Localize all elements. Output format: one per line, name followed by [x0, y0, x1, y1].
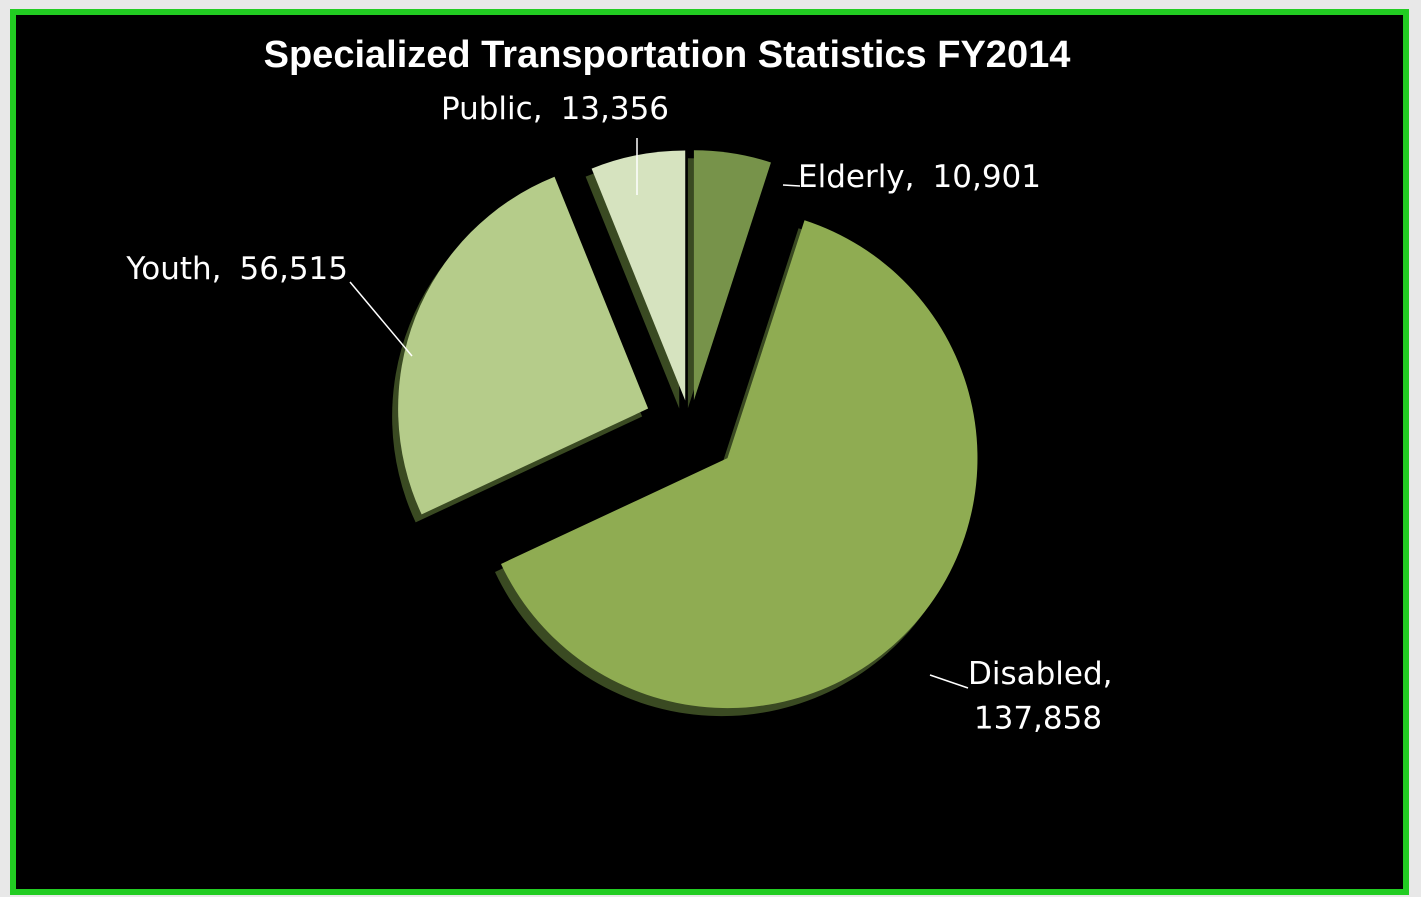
slice — [591, 150, 686, 401]
data-label: Public, 13,356 — [441, 91, 669, 127]
label-separator: , — [212, 251, 222, 287]
label-separator: , — [1103, 656, 1113, 692]
label-category: Youth — [125, 251, 211, 287]
leader-line — [782, 184, 801, 187]
data-label: Youth, 56,515 — [125, 251, 348, 287]
slice — [398, 176, 649, 515]
label-separator: , — [533, 91, 543, 127]
slices — [392, 150, 978, 717]
label-category: Public — [441, 91, 533, 127]
data-label-value: 137,858 — [974, 701, 1102, 737]
label-category: Elderly — [798, 159, 905, 195]
data-label: Disabled, — [968, 656, 1113, 692]
leader-line — [349, 281, 413, 357]
label-value: 56,515 — [240, 251, 348, 287]
label-category: Disabled — [968, 656, 1103, 692]
label-value: 13,356 — [561, 91, 669, 127]
frame — [10, 9, 1409, 895]
label-value: 10,901 — [933, 159, 1041, 195]
slice — [693, 150, 771, 401]
leader-line — [929, 674, 969, 689]
data-label: Elderly, 10,901 — [798, 159, 1041, 195]
chart-title: Specialized Transportation Statistics FY… — [264, 34, 1071, 76]
slice — [500, 220, 978, 709]
label-separator: , — [905, 159, 915, 195]
